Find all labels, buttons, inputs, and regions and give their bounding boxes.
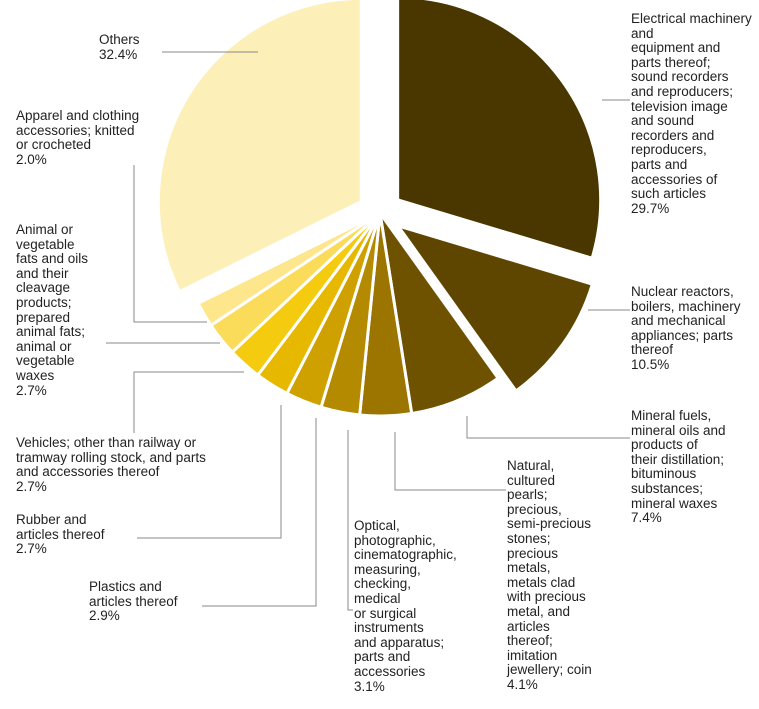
slice-value-label: 2.7% xyxy=(16,478,47,494)
pie-slice-11 xyxy=(156,0,363,294)
slice-label-text: Vehicles; other than railway or tramway … xyxy=(16,435,206,480)
slice-value-label: 2.9% xyxy=(89,608,120,624)
slice-label-text: Mineral fuels, mineral oils and products… xyxy=(631,408,726,511)
leader-line-10 xyxy=(133,165,207,323)
pie-slice-10 xyxy=(196,211,382,327)
slice-label-text: Optical, photographic, cinematographic, … xyxy=(354,518,457,679)
slice-value-label: 2.7% xyxy=(16,382,47,398)
leader-line-4 xyxy=(394,432,506,491)
slice-label-text: Animal or vegetable fats and oils and th… xyxy=(16,222,89,383)
slice-label-5: Optical, photographic, cinematographic, … xyxy=(354,518,457,694)
leader-line-7 xyxy=(137,405,282,539)
slice-label-text: Plastics and articles thereof xyxy=(89,579,178,609)
slice-label-4: Natural, cultured pearls; precious, semi… xyxy=(507,458,592,693)
slice-value-label: 7.4% xyxy=(631,510,662,526)
slice-label-text: Rubber and articles thereof xyxy=(16,512,105,542)
leader-line-8 xyxy=(133,371,244,433)
slice-value-label: 3.1% xyxy=(354,678,385,694)
slice-label-7: Rubber and articles thereof 2.7% xyxy=(16,512,105,557)
pie-slice-1 xyxy=(396,0,603,260)
slice-label-6: Plastics and articles thereof 2.9% xyxy=(89,579,178,624)
slice-label-text: Nuclear reactors, boilers, machinery and… xyxy=(631,284,741,358)
leader-line-5 xyxy=(347,430,353,611)
slice-value-label: 10.5% xyxy=(631,356,670,372)
slice-label-9: Animal or vegetable fats and oils and th… xyxy=(16,222,89,398)
slice-value-label: 32.4% xyxy=(99,46,138,62)
slice-label-text: Natural, cultured pearls; precious, semi… xyxy=(507,458,592,678)
leader-line-6 xyxy=(202,418,317,607)
slice-label-3: Mineral fuels, mineral oils and products… xyxy=(631,408,726,526)
slice-label-text: Electrical machinery and equipment and p… xyxy=(631,11,752,202)
slice-value-label: 2.7% xyxy=(16,541,47,557)
slice-value-label: 2.0% xyxy=(16,151,47,167)
slice-label-2: Nuclear reactors, boilers, machinery and… xyxy=(631,284,741,373)
slice-value-label: 4.1% xyxy=(507,676,538,692)
slice-label-text: Others xyxy=(99,32,140,47)
slice-label-10: Apparel and clothing accessories; knitte… xyxy=(16,108,140,167)
slice-label-11: Others 32.4% xyxy=(99,32,140,62)
pie-slice-2 xyxy=(396,224,594,393)
slice-label-text: Apparel and clothing accessories; knitte… xyxy=(16,108,140,153)
slice-label-1: Electrical machinery and equipment and p… xyxy=(631,11,759,216)
leader-line-3 xyxy=(466,416,630,439)
slice-label-8: Vehicles; other than railway or tramway … xyxy=(16,435,206,494)
slice-value-label: 29.7% xyxy=(631,200,670,216)
